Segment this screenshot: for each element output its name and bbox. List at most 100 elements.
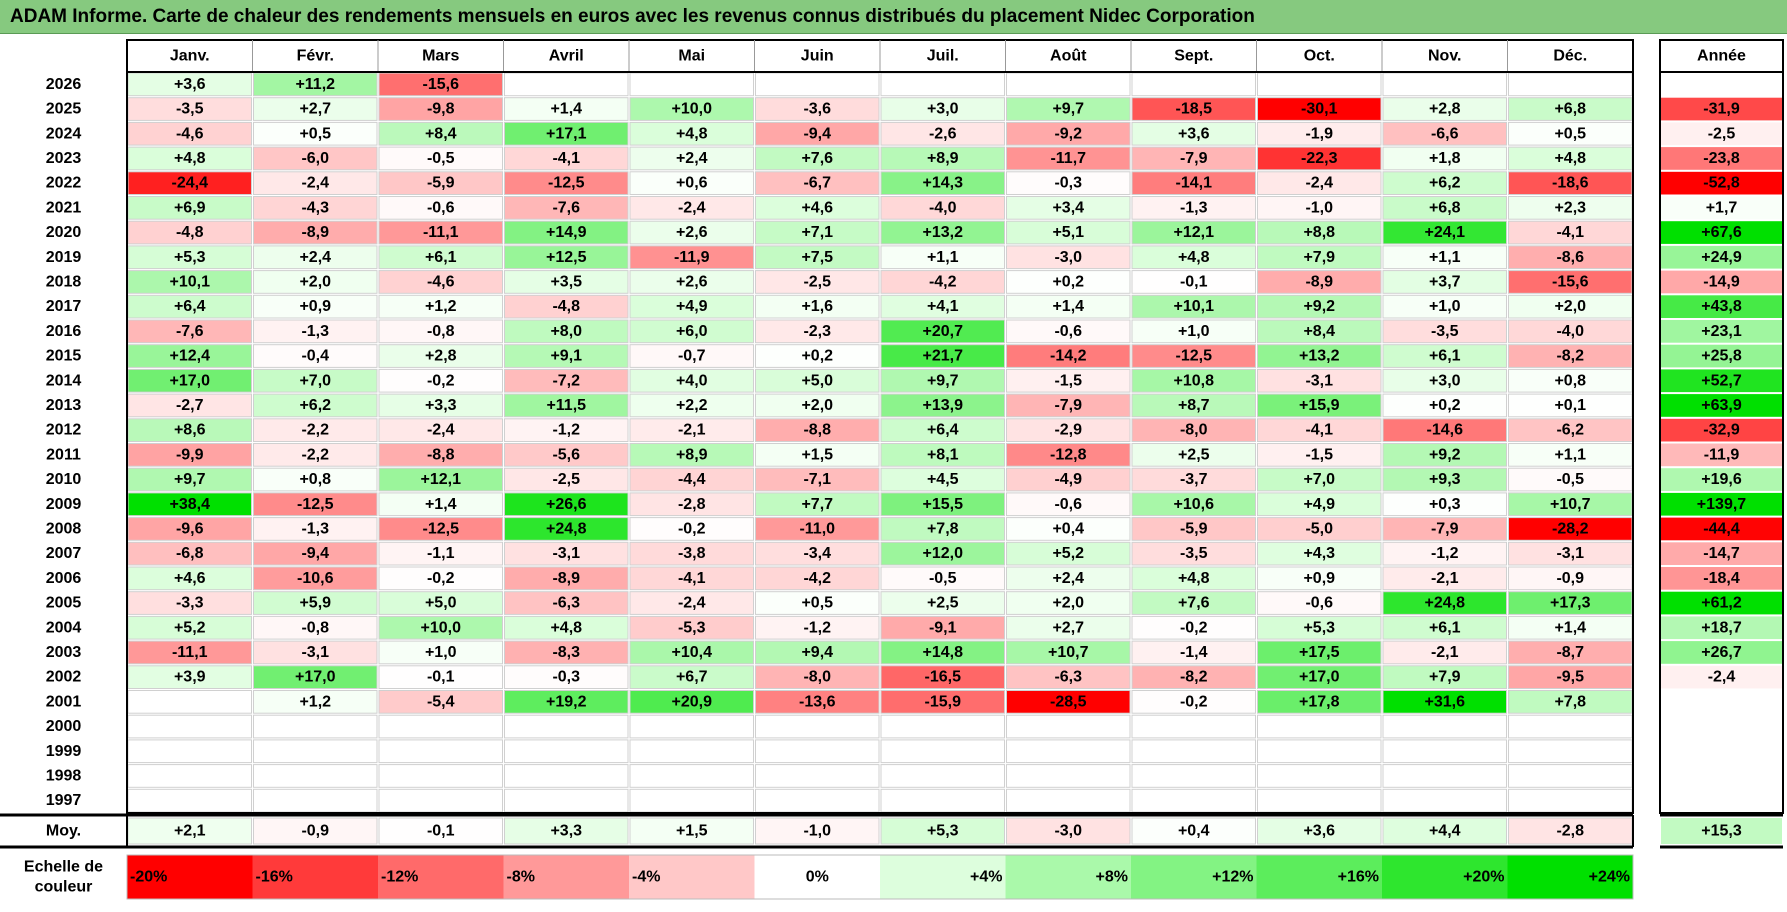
heatmap-cell xyxy=(504,220,629,245)
cell-value: +31,6 xyxy=(1425,693,1466,710)
year-label: 2011 xyxy=(46,446,81,463)
year-label: 2015 xyxy=(46,348,82,365)
cell-value: -7,6 xyxy=(176,323,204,340)
heatmap-cell xyxy=(378,196,503,220)
heatmap-cell xyxy=(755,640,880,665)
title-bar: ADAM Informe. Carte de chaleur des rende… xyxy=(0,0,1787,34)
cell-value: +3,6 xyxy=(1178,125,1210,142)
cell-value: +2,0 xyxy=(801,397,833,414)
heatmap-cell xyxy=(1257,146,1382,171)
cell-value: -4,6 xyxy=(176,125,204,142)
heatmap-cell xyxy=(253,368,378,393)
cell-value: -6,8 xyxy=(176,545,204,562)
cell-value: +7,9 xyxy=(1303,249,1335,266)
cell-value: -4,1 xyxy=(1305,422,1333,439)
annual-value: -52,8 xyxy=(1703,175,1740,192)
year-label: 2020 xyxy=(46,224,82,241)
heatmap-cell xyxy=(880,220,1005,245)
heatmap-cell xyxy=(880,319,1005,344)
cell-value: +15,5 xyxy=(923,496,964,513)
annual-value: -31,9 xyxy=(1703,101,1740,118)
cell-value: -6,7 xyxy=(803,175,831,192)
heatmap-cell xyxy=(253,566,378,591)
heatmap-cell xyxy=(629,764,754,788)
heatmap-cell xyxy=(378,591,503,615)
cell-value: +2,4 xyxy=(1052,570,1084,587)
heatmap-cell xyxy=(127,788,252,813)
heatmap-cell xyxy=(1382,72,1507,97)
cell-value: +1,2 xyxy=(299,693,331,710)
heatmap-cell xyxy=(755,690,880,714)
cell-value: -4,1 xyxy=(1556,224,1584,241)
annual-value: +67,6 xyxy=(1701,224,1742,241)
average-value: +1,5 xyxy=(676,823,708,840)
annual-cell xyxy=(1661,245,1782,269)
cell-value: -1,3 xyxy=(301,323,329,340)
cell-value: -3,1 xyxy=(1556,545,1584,562)
cell-value: +15,9 xyxy=(1299,397,1340,414)
cell-value: +7,8 xyxy=(927,520,959,537)
cell-value: -8,2 xyxy=(1556,348,1584,365)
heatmap-cell xyxy=(755,294,880,319)
cell-value: -2,9 xyxy=(1054,422,1082,439)
cell-value: +8,7 xyxy=(1178,397,1210,414)
cell-value: -2,7 xyxy=(176,397,204,414)
heatmap-cell xyxy=(1131,368,1256,393)
scale-swatch xyxy=(1507,855,1633,899)
cell-value: -1,5 xyxy=(1054,372,1082,389)
heatmap-cell xyxy=(880,196,1005,220)
cell-value: +0,2 xyxy=(801,348,833,365)
heatmap-cell xyxy=(1006,418,1131,442)
heatmap-cell xyxy=(1131,566,1256,591)
heatmap-cell xyxy=(127,714,252,739)
cell-value: +24,8 xyxy=(546,520,587,537)
annual-cell xyxy=(1661,739,1782,763)
cell-value: -0,5 xyxy=(427,150,455,167)
cell-value: +8,1 xyxy=(927,446,959,463)
cell-value: +0,5 xyxy=(299,125,331,142)
scale-swatch xyxy=(127,855,253,899)
heatmap-cell xyxy=(1382,640,1507,665)
cell-value: -3,7 xyxy=(1180,471,1208,488)
year-label: 2008 xyxy=(46,520,82,537)
cell-value: +17,8 xyxy=(1299,693,1340,710)
cell-value: -2,4 xyxy=(678,199,706,216)
cell-value: -4,6 xyxy=(427,273,455,290)
annual-cell xyxy=(1661,789,1782,812)
average-cell xyxy=(755,817,880,845)
heatmap-cell xyxy=(1131,72,1256,97)
cell-value: -4,8 xyxy=(176,224,204,241)
heatmap-cell xyxy=(880,517,1005,541)
scale-stop-label: 0% xyxy=(806,869,829,886)
heatmap-cell xyxy=(629,146,754,171)
heatmap-cell xyxy=(629,220,754,245)
heatmap-cell xyxy=(378,764,503,788)
cell-value: +9,7 xyxy=(1052,101,1084,118)
cell-value: -11,9 xyxy=(674,249,710,266)
heatmap-cell xyxy=(1131,220,1256,245)
cell-value: +4,8 xyxy=(676,125,708,142)
cell-value: +2,8 xyxy=(425,348,457,365)
cell-value: +24,8 xyxy=(1425,595,1466,612)
cell-value: -10,6 xyxy=(297,570,334,587)
cell-value: +2,5 xyxy=(1178,446,1210,463)
cell-value: +12,1 xyxy=(421,471,462,488)
average-cell xyxy=(504,817,629,845)
cell-value: +5,2 xyxy=(174,619,206,636)
heatmap-cell xyxy=(1006,640,1131,665)
annual-cell xyxy=(1661,616,1782,640)
cell-value: -14,1 xyxy=(1176,175,1213,192)
cell-value: -8,2 xyxy=(1180,669,1208,686)
heatmap-cell xyxy=(755,344,880,368)
cell-value: +3,7 xyxy=(1429,273,1461,290)
cell-value: -12,5 xyxy=(297,496,334,513)
heatmap-cell xyxy=(1131,393,1256,418)
cell-value: -5,4 xyxy=(427,693,455,710)
heatmap-cell xyxy=(880,492,1005,517)
cell-value: +5,0 xyxy=(801,372,833,389)
annual-cell xyxy=(1661,418,1782,442)
heatmap-cell xyxy=(1257,615,1382,640)
heatmap-cell xyxy=(880,270,1005,294)
heatmap-cell xyxy=(1382,714,1507,739)
heatmap-cell xyxy=(755,541,880,566)
